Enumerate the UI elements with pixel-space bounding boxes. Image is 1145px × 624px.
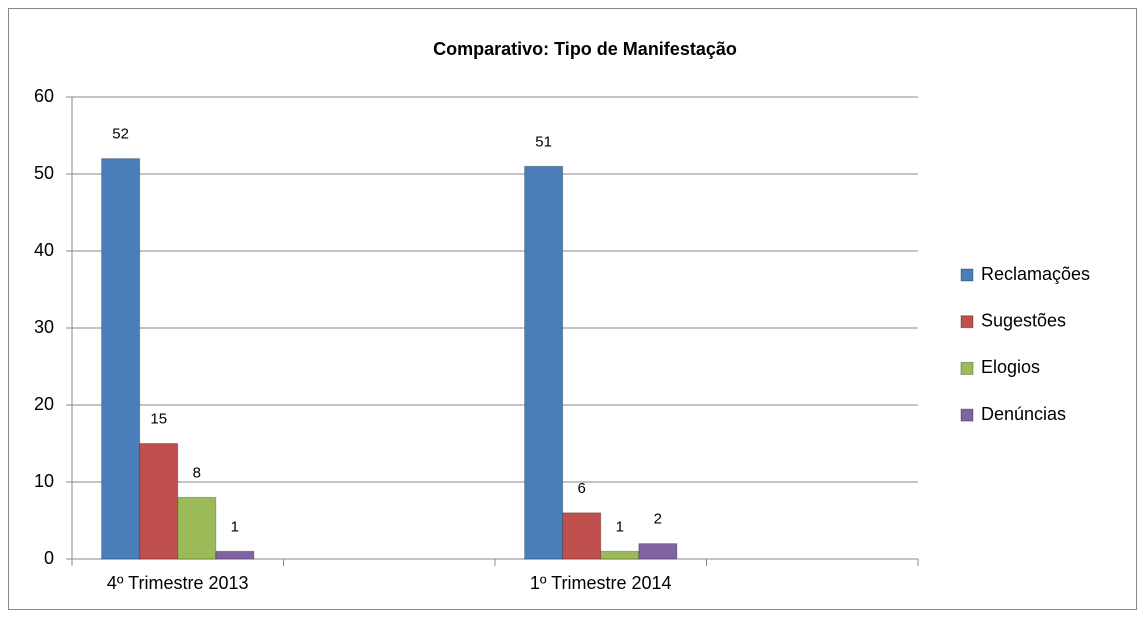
bar [101,158,141,560]
data-label: 2 [654,511,662,528]
legend-label: Sugestões [981,310,1066,330]
data-label: 15 [150,410,167,427]
y-tick-label: 0 [44,548,54,568]
bar [215,550,255,560]
bar [562,512,602,560]
legend-label: Denúncias [981,404,1066,424]
y-tick-label: 40 [34,240,54,260]
bar [524,165,564,560]
data-label: 1 [616,518,624,535]
legend-swatch [960,315,974,329]
legend-swatch [960,361,974,375]
legend-label: Elogios [981,357,1040,377]
y-tick-label: 20 [34,394,54,414]
bar [139,443,179,560]
bar [177,496,217,560]
data-label: 6 [578,480,586,497]
bar [638,543,678,560]
chart-title: Comparativo: Tipo de Manifestação [433,39,737,59]
y-tick-label: 60 [34,86,54,106]
x-tick-label: 1º Trimestre 2014 [530,573,672,593]
legend-swatch [960,408,974,422]
data-label: 1 [231,518,239,535]
data-label: 51 [535,133,552,150]
y-tick-label: 30 [34,317,54,337]
legend-swatch [960,268,974,282]
legend-label: Reclamações [981,264,1090,284]
data-label: 52 [112,126,129,143]
data-label: 8 [193,464,201,481]
bar [600,550,640,560]
y-tick-label: 10 [34,471,54,491]
x-tick-label: 4º Trimestre 2013 [107,573,249,593]
y-tick-label: 50 [34,163,54,183]
